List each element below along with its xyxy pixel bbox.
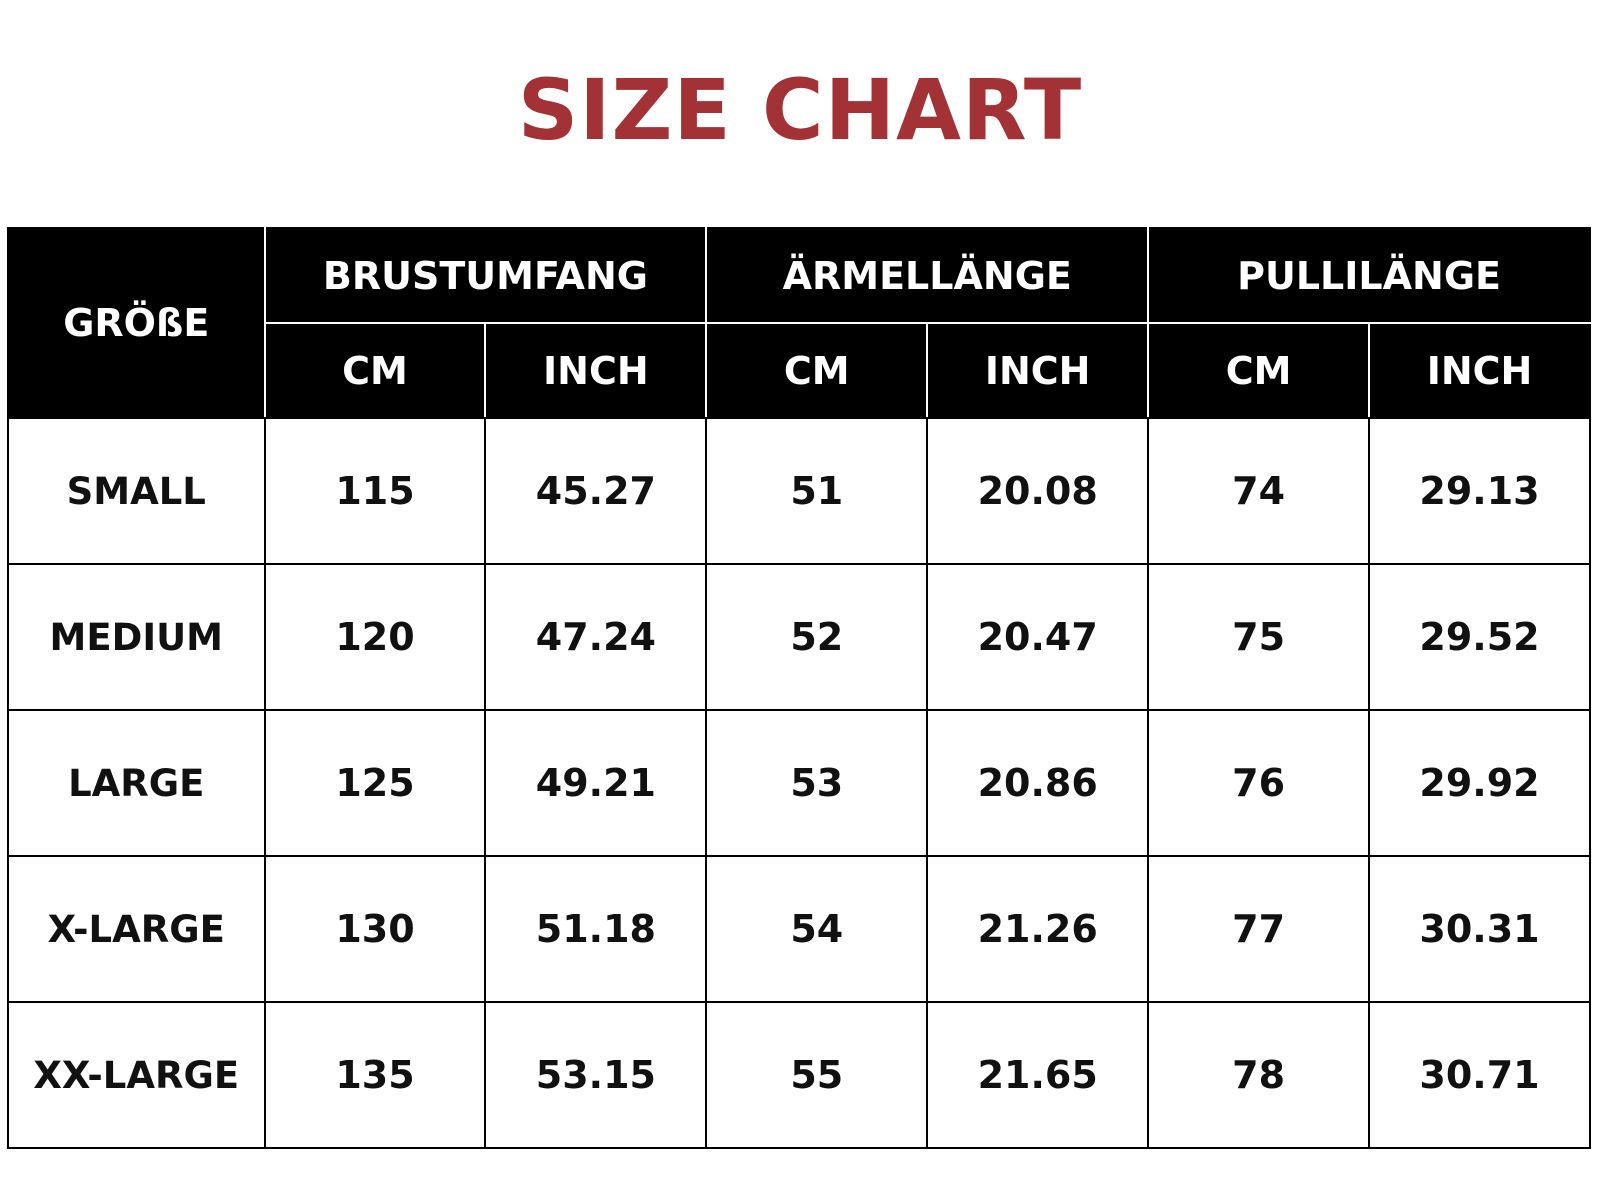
unit-header-inch: INCH — [926, 322, 1150, 419]
table-cell: 55 — [705, 1001, 929, 1149]
table-cell: 75 — [1147, 563, 1371, 711]
table-row: LARGE 125 49.21 53 20.86 76 29.92 — [7, 709, 1591, 857]
table-cell: 125 — [263, 709, 487, 857]
table-cell: 51.18 — [484, 855, 708, 1003]
chart-title: SIZE CHART — [517, 61, 1083, 159]
table-cell: 30.71 — [1368, 1001, 1591, 1149]
table-cell: 21.26 — [926, 855, 1150, 1003]
table-row: XX-LARGE 135 53.15 55 21.65 78 30.71 — [7, 1001, 1591, 1149]
table-cell: 77 — [1147, 855, 1371, 1003]
table-cell: 29.52 — [1368, 563, 1591, 711]
table-cell: 30.31 — [1368, 855, 1591, 1003]
table-cell: 120 — [263, 563, 487, 711]
table-cell: 20.08 — [926, 417, 1150, 565]
table-cell: 78 — [1147, 1001, 1371, 1149]
unit-header-inch: INCH — [1368, 322, 1591, 419]
group-header-brustumfang: BRUSTUMFANG — [263, 227, 708, 324]
table-cell: 47.24 — [484, 563, 708, 711]
unit-header-inch: INCH — [484, 322, 708, 419]
table-cell: 20.47 — [926, 563, 1150, 711]
table-cell: 52 — [705, 563, 929, 711]
table-row: MEDIUM 120 47.24 52 20.47 75 29.52 — [7, 563, 1591, 711]
group-header-aermellaenge: ÄRMELLÄNGE — [705, 227, 1150, 324]
header-row-groups: GRÖßE BRUSTUMFANG ÄRMELLÄNGE PULLILÄNGE — [7, 227, 1591, 419]
table-row: X-LARGE 130 51.18 54 21.26 77 30.31 — [7, 855, 1591, 1003]
table-cell: 76 — [1147, 709, 1371, 857]
table-cell: 130 — [263, 855, 487, 1003]
unit-header-cm: CM — [1147, 322, 1371, 419]
table-cell: 74 — [1147, 417, 1371, 565]
size-label: LARGE — [7, 709, 266, 857]
size-table: GRÖßE BRUSTUMFANG ÄRMELLÄNGE PULLILÄNGE … — [7, 227, 1591, 1149]
table-cell: 53 — [705, 709, 929, 857]
unit-header-cm: CM — [705, 322, 929, 419]
size-label: MEDIUM — [7, 563, 266, 711]
size-label: X-LARGE — [7, 855, 266, 1003]
table-cell: 115 — [263, 417, 487, 565]
table-cell: 45.27 — [484, 417, 708, 565]
size-label: SMALL — [7, 417, 266, 565]
table-cell: 29.92 — [1368, 709, 1591, 857]
table-cell: 54 — [705, 855, 929, 1003]
group-header-pullilaenge: PULLILÄNGE — [1147, 227, 1591, 324]
table-cell: 51 — [705, 417, 929, 565]
table-cell: 135 — [263, 1001, 487, 1149]
size-label: XX-LARGE — [7, 1001, 266, 1149]
table-row: SMALL 115 45.27 51 20.08 74 29.13 — [7, 417, 1591, 565]
size-column-header: GRÖßE — [7, 227, 266, 419]
table-cell: 21.65 — [926, 1001, 1150, 1149]
header-row-units: CM INCH CM INCH CM INCH — [8, 322, 1591, 419]
table-cell: 49.21 — [484, 709, 708, 857]
table-cell: 20.86 — [926, 709, 1150, 857]
unit-header-cm: CM — [263, 322, 487, 419]
table-cell: 29.13 — [1368, 417, 1591, 565]
table-cell: 53.15 — [484, 1001, 708, 1149]
